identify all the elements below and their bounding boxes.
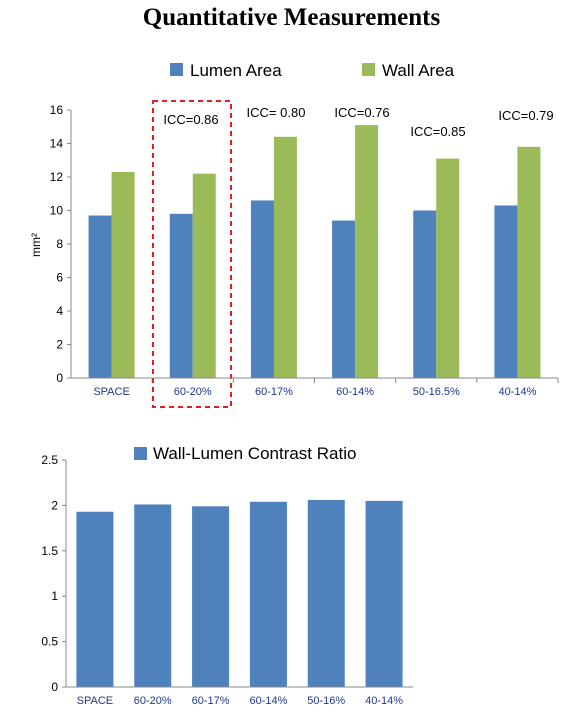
bar-top-s1-c2 <box>273 136 297 378</box>
axes <box>70 110 558 379</box>
chart-bottom: Wall-Lumen Contrast Ratio 0 0.5 1 1.5 2 2.5 S… <box>41 444 413 707</box>
legend-top: Lumen Area Wall Area <box>170 61 455 80</box>
chart-top: Lumen Area Wall Area mm² 0 2 4 6 8 10 12 14 16 S… <box>29 61 559 408</box>
axes <box>65 460 413 688</box>
bar-top-s0-c5 <box>494 205 518 378</box>
y-tick-label: 2 <box>51 498 58 512</box>
category-label: 50-16.5% <box>413 386 460 398</box>
y-tick-label: 1.5 <box>41 544 58 558</box>
category-labels: SPACE 60-20% 60-17% 60-14% 50-16% 40-14% <box>77 695 404 707</box>
bar-top-s0-c2 <box>250 200 274 378</box>
legend-swatch-lumen <box>170 63 183 76</box>
legend-swatch-contrast <box>134 447 147 460</box>
category-label: 50-16% <box>307 695 345 707</box>
y-ticks: 0 0.5 1 1.5 2 2.5 <box>41 453 66 694</box>
bar-bot-s0-c0 <box>76 511 114 687</box>
y-tick-label: 14 <box>50 137 64 151</box>
category-label: 40-14% <box>365 695 403 707</box>
bar-bot-s0-c5 <box>365 500 403 687</box>
icc-annotation-60-20: ICC=0.86 <box>163 112 218 127</box>
y-tick-label: 4 <box>56 304 63 318</box>
category-label: 60-14% <box>336 386 374 398</box>
y-tick-label: 2 <box>56 338 63 352</box>
category-labels: SPACE 60-20% 60-17% 60-14% 50-16.5% 40-14% <box>93 378 559 398</box>
icc-annotation-60-14: ICC=0.76 <box>334 105 389 120</box>
bar-bot-s0-c1 <box>134 504 172 687</box>
annotations: ICC=0.86 ICC= 0.80 ICC=0.76 ICC=0.85 ICC… <box>163 105 553 139</box>
icc-annotation-40-14: ICC=0.79 <box>498 108 553 123</box>
legend-label-contrast: Wall-Lumen Contrast Ratio <box>153 444 356 463</box>
y-axis-label: mm² <box>29 233 43 257</box>
legend-bottom: Wall-Lumen Contrast Ratio <box>134 444 356 463</box>
bars <box>76 499 403 687</box>
category-label: 60-17% <box>192 695 230 707</box>
bar-top-s1-c0 <box>111 171 135 378</box>
bar-bot-s0-c4 <box>307 499 345 687</box>
page-title: Quantitative Measurements <box>142 4 441 31</box>
bar-top-s1-c4 <box>436 158 460 378</box>
category-label: 60-20% <box>134 695 172 707</box>
legend-swatch-wall <box>362 63 375 76</box>
y-tick-label: 0 <box>56 371 63 385</box>
legend-label-wall: Wall Area <box>382 61 455 80</box>
icc-annotation-50-16-5: ICC=0.85 <box>410 124 465 139</box>
y-ticks: 0 2 4 6 8 10 12 14 16 <box>50 103 71 385</box>
y-tick-label: 10 <box>50 204 64 218</box>
bar-top-s0-c4 <box>413 210 437 378</box>
bar-top-s1-c5 <box>517 146 541 378</box>
bar-top-s0-c1 <box>169 213 193 378</box>
y-tick-label: 0.5 <box>41 635 58 649</box>
y-tick-label: 16 <box>50 103 64 117</box>
legend-label-lumen: Lumen Area <box>190 61 282 80</box>
bar-top-s0-c0 <box>88 215 112 378</box>
y-tick-label: 0 <box>51 680 58 694</box>
highlight-box <box>152 100 232 408</box>
category-label: SPACE <box>77 695 113 707</box>
y-tick-label: 12 <box>50 170 64 184</box>
bar-top-s1-c1 <box>192 173 216 378</box>
bars <box>88 125 541 378</box>
y-tick-label: 2.5 <box>41 453 58 467</box>
y-tick-label: 1 <box>51 589 58 603</box>
category-label: 40-14% <box>498 386 536 398</box>
bar-bot-s0-c3 <box>249 501 287 687</box>
icc-annotation-60-17: ICC= 0.80 <box>247 105 306 120</box>
category-label: 60-17% <box>255 386 293 398</box>
category-label: 60-20% <box>174 386 212 398</box>
y-tick-label: 6 <box>56 271 63 285</box>
bar-top-s1-c3 <box>355 125 379 378</box>
bar-bot-s0-c2 <box>192 506 230 687</box>
y-tick-label: 8 <box>56 237 63 251</box>
category-label: 60-14% <box>249 695 287 707</box>
category-label: SPACE <box>93 386 129 398</box>
bar-top-s0-c3 <box>332 220 356 378</box>
